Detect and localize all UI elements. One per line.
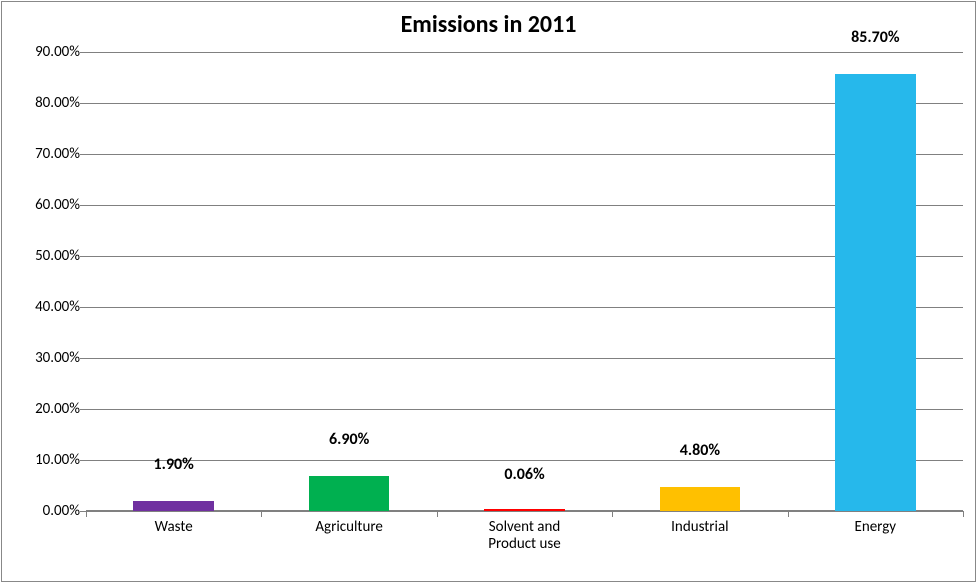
x-tick-mark bbox=[788, 511, 789, 517]
y-tick-label: 10.00% bbox=[35, 451, 86, 469]
x-tick-mark bbox=[86, 511, 87, 517]
y-tick-label: 80.00% bbox=[35, 94, 86, 112]
chart-container: Emissions in 2011 0.00%10.00%20.00%30.00… bbox=[1, 1, 976, 582]
gridline bbox=[86, 409, 963, 410]
bar bbox=[133, 501, 214, 511]
y-tick-label: 60.00% bbox=[35, 196, 86, 214]
x-tick-mark bbox=[261, 511, 262, 517]
bar bbox=[835, 74, 916, 511]
y-tick-label: 30.00% bbox=[35, 349, 86, 367]
gridline bbox=[86, 358, 963, 359]
chart-title: Emissions in 2011 bbox=[2, 10, 975, 39]
bar-value-label: 6.90% bbox=[329, 430, 369, 453]
x-category-label: Industrial bbox=[630, 511, 770, 536]
bar bbox=[309, 476, 390, 511]
x-category-label: Solvent andProduct use bbox=[455, 511, 595, 554]
x-tick-mark bbox=[437, 511, 438, 517]
x-tick-mark bbox=[963, 511, 964, 517]
gridline bbox=[86, 154, 963, 155]
x-category-label: Energy bbox=[805, 511, 945, 536]
bar bbox=[660, 487, 741, 511]
bar-value-label: 1.90% bbox=[154, 455, 194, 478]
x-tick-mark bbox=[612, 511, 613, 517]
x-category-label: Waste bbox=[104, 511, 244, 536]
gridline bbox=[86, 256, 963, 257]
gridline bbox=[86, 52, 963, 53]
x-category-label: Agriculture bbox=[279, 511, 419, 536]
y-tick-label: 90.00% bbox=[35, 43, 86, 61]
bar-value-label: 0.06% bbox=[504, 465, 544, 488]
bar-value-label: 4.80% bbox=[680, 441, 720, 464]
y-tick-label: 70.00% bbox=[35, 145, 86, 163]
plot-area: 0.00%10.00%20.00%30.00%40.00%50.00%60.00… bbox=[86, 52, 963, 511]
y-tick-label: 20.00% bbox=[35, 400, 86, 418]
gridline bbox=[86, 103, 963, 104]
y-tick-label: 40.00% bbox=[35, 298, 86, 316]
gridline bbox=[86, 205, 963, 206]
bar-value-label: 85.70% bbox=[851, 28, 899, 51]
gridline bbox=[86, 307, 963, 308]
gridline bbox=[86, 460, 963, 461]
y-tick-label: 0.00% bbox=[43, 502, 86, 520]
y-tick-label: 50.00% bbox=[35, 247, 86, 265]
